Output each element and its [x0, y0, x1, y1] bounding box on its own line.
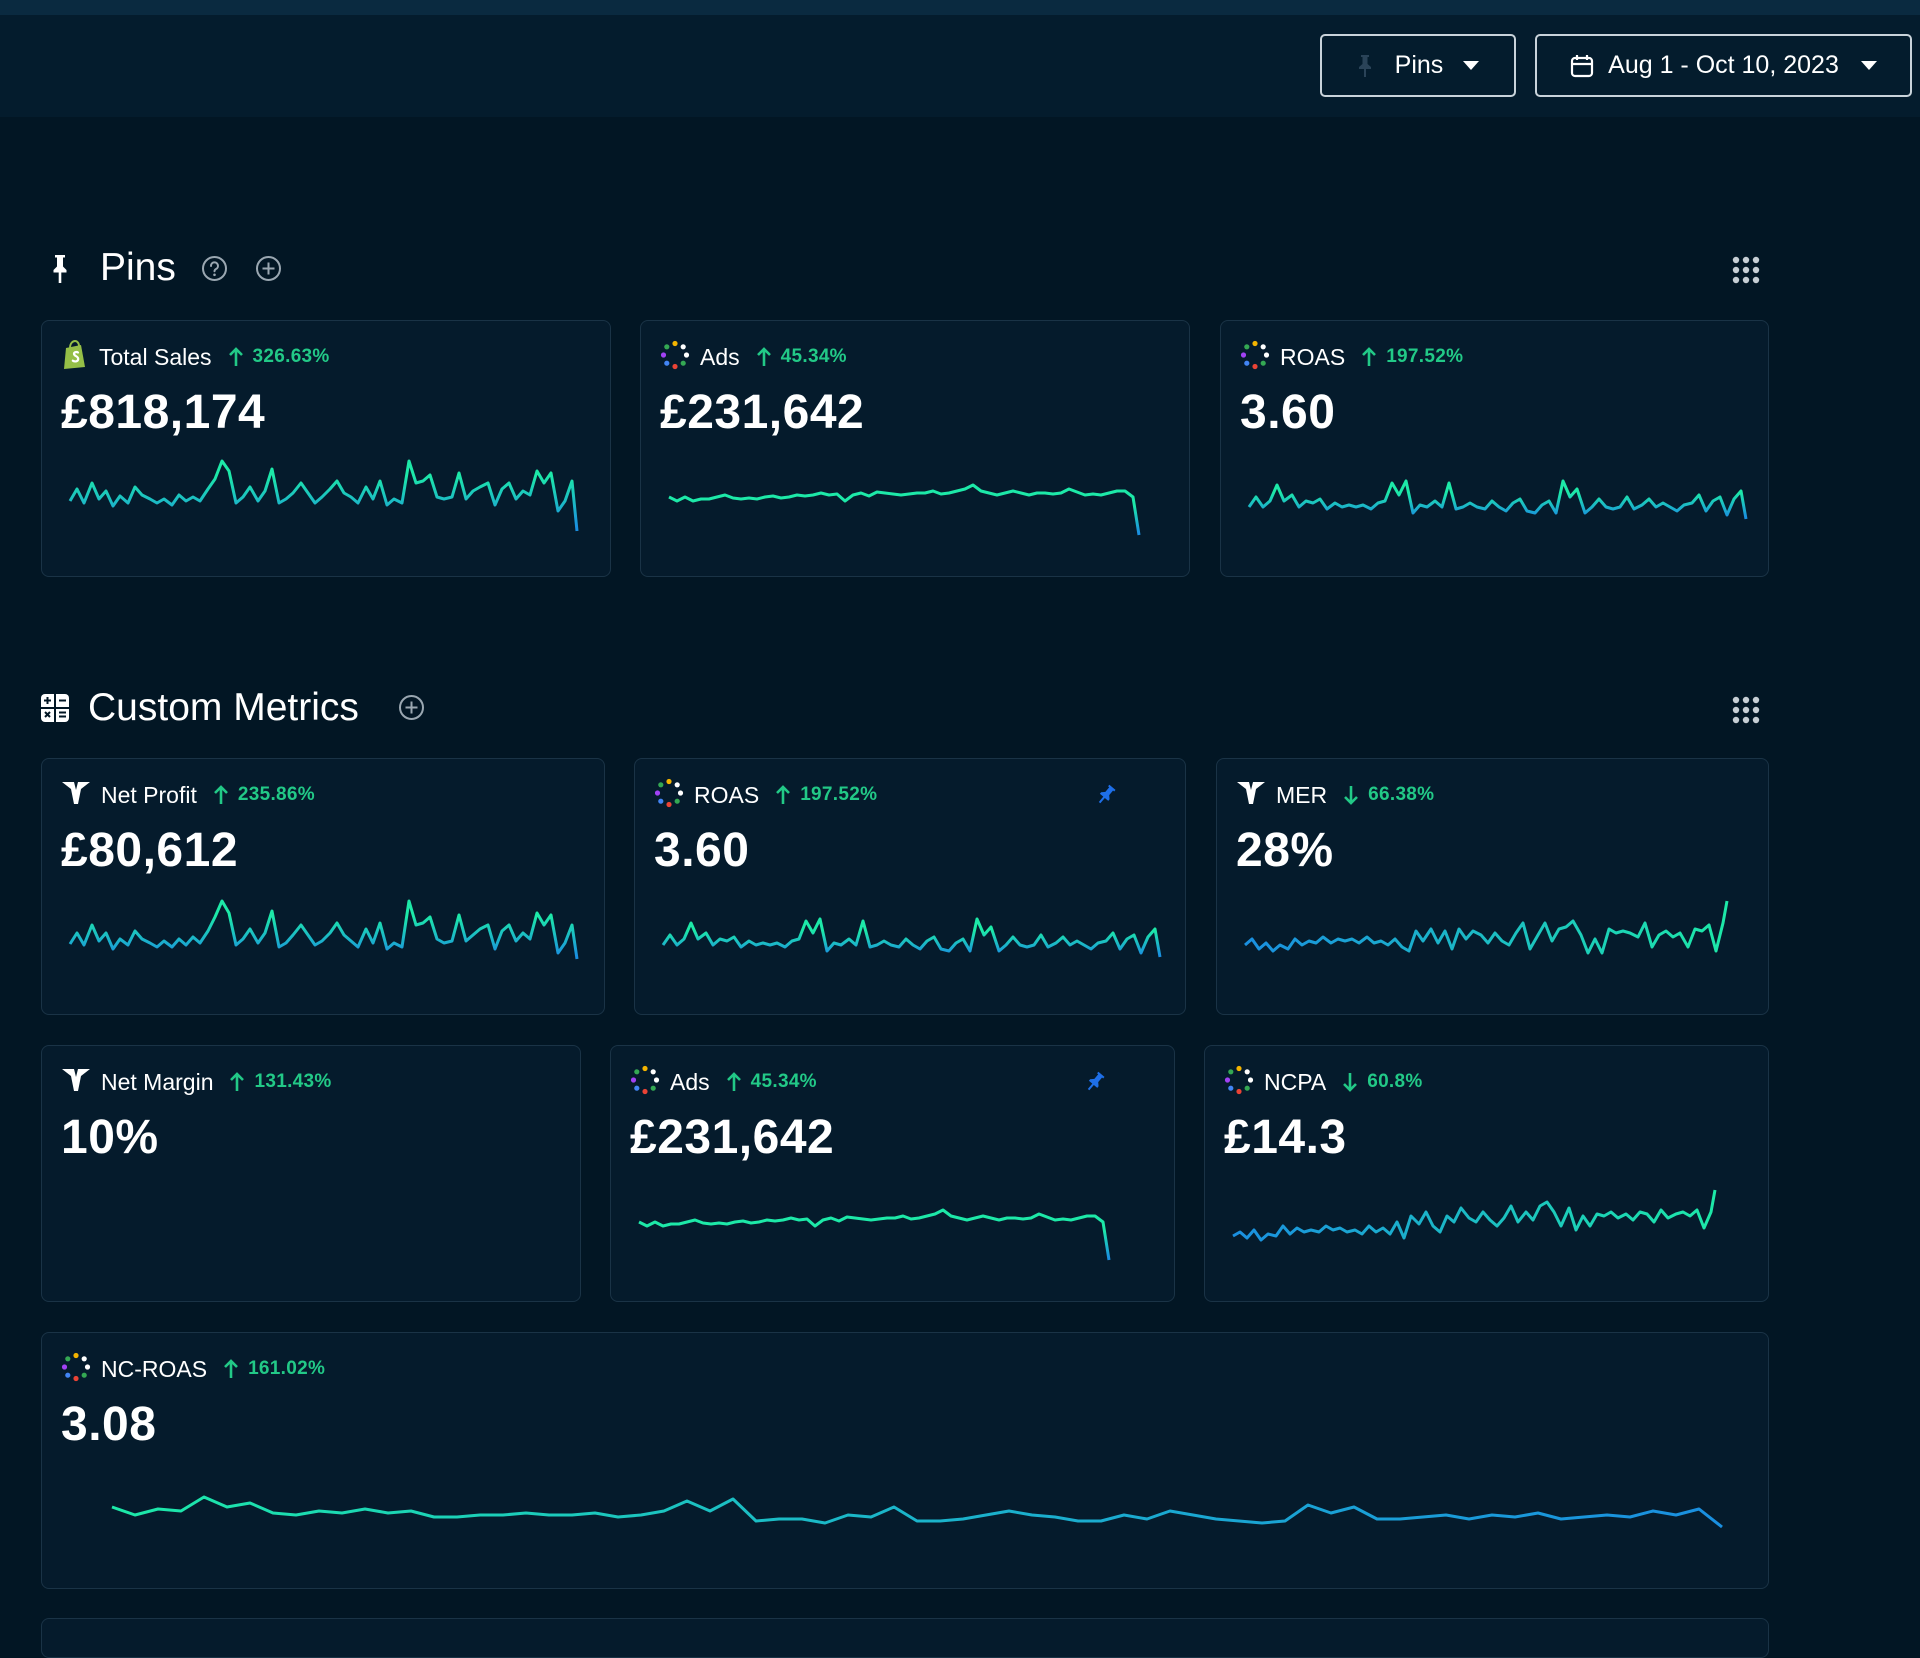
metric-name: Ads: [700, 343, 740, 370]
metric-value: £14.3: [1224, 1111, 1347, 1164]
arrow-up-icon: [213, 785, 228, 804]
brand-logo-icon: [61, 1067, 91, 1098]
date-range-button[interactable]: Aug 1 - Oct 10, 2023: [1535, 34, 1912, 97]
top-bar: [0, 15, 1920, 117]
sparkline-chart: [111, 1495, 1723, 1529]
metric-card-roas-custom[interactable]: ROAS 197.52% 3.60: [634, 758, 1186, 1015]
sparkline-chart: [1244, 900, 1729, 955]
metric-delta: 60.8%: [1342, 1071, 1422, 1093]
pins-section-icon: [52, 254, 68, 289]
metric-value: £231,642: [630, 1111, 835, 1164]
pins-dropdown-button[interactable]: Pins: [1320, 34, 1516, 97]
metric-value: 3.08: [61, 1398, 157, 1451]
metric-card-total-sales[interactable]: Total Sales 326.63% £818,174: [41, 320, 611, 577]
metric-delta: 235.86%: [213, 784, 315, 806]
ads-dots-icon: [630, 1065, 660, 1100]
custom-metrics-section-title: Custom Metrics: [88, 686, 359, 729]
calendar-icon: [1570, 54, 1594, 78]
metric-name: Ads: [670, 1068, 710, 1095]
metric-name: MER: [1276, 781, 1328, 808]
metric-delta: 45.34%: [756, 346, 847, 368]
metric-delta: 66.38%: [1343, 784, 1434, 806]
ads-dots-icon: [654, 778, 684, 813]
date-range-label: Aug 1 - Oct 10, 2023: [1608, 51, 1839, 79]
metric-value: 28%: [1236, 824, 1334, 877]
help-icon[interactable]: [201, 255, 228, 287]
pinned-icon[interactable]: [1094, 783, 1118, 812]
metric-delta: 326.63%: [228, 346, 330, 368]
sparkline-chart: [1232, 1189, 1717, 1242]
pin-icon: [1357, 54, 1373, 78]
metric-card-ads-custom[interactable]: Ads 45.34% £231,642: [610, 1045, 1175, 1302]
pins-button-label: Pins: [1394, 51, 1444, 79]
metric-value: £818,174: [61, 386, 266, 439]
metric-name: ROAS: [694, 781, 760, 808]
metric-delta: 131.43%: [229, 1071, 331, 1093]
metric-value: £231,642: [660, 386, 865, 439]
metric-name: Net Profit: [101, 781, 197, 808]
arrow-down-icon: [1343, 1073, 1358, 1092]
custom-metrics-grid-menu-icon[interactable]: [1731, 695, 1761, 730]
metric-name: Total Sales: [99, 343, 212, 370]
sparkline-chart: [668, 483, 1141, 536]
brand-logo-icon: [1236, 780, 1266, 811]
chevron-down-icon: [1463, 61, 1480, 70]
metric-card-ncpa[interactable]: NCPA 60.8% £14.3: [1204, 1045, 1769, 1302]
sparkline-chart: [661, 917, 1162, 958]
sparkline-chart: [68, 459, 579, 532]
metric-name: NCPA: [1264, 1068, 1327, 1095]
ads-dots-icon: [660, 340, 690, 375]
chevron-down-icon: [1860, 61, 1877, 70]
sparkline-chart: [1247, 479, 1748, 520]
metric-value: 3.60: [1240, 386, 1336, 439]
metric-delta: 161.02%: [223, 1358, 325, 1380]
arrow-down-icon: [1344, 786, 1359, 805]
top-strip: [0, 0, 1920, 15]
metric-delta: 197.52%: [1361, 346, 1463, 368]
metric-delta: 45.34%: [726, 1071, 817, 1093]
arrow-up-icon: [776, 785, 791, 804]
metric-card-ads[interactable]: Ads 45.34% £231,642: [640, 320, 1190, 577]
pinned-icon[interactable]: [1083, 1070, 1107, 1099]
metric-delta: 197.52%: [775, 784, 877, 806]
arrow-up-icon: [756, 347, 771, 366]
arrow-up-icon: [726, 1072, 741, 1091]
metric-value: 10%: [61, 1111, 159, 1164]
metric-name: ROAS: [1280, 343, 1346, 370]
add-pin-icon[interactable]: [255, 255, 282, 287]
metric-card-net-profit[interactable]: Net Profit 235.86% £80,612: [41, 758, 605, 1015]
sparkline-chart: [68, 899, 579, 960]
pins-section-title: Pins: [100, 246, 176, 289]
metric-card-net-margin[interactable]: Net Margin 131.43% 10%: [41, 1045, 581, 1302]
calculator-icon: [41, 694, 69, 727]
metric-value: 3.60: [654, 824, 750, 877]
metric-name: Net Margin: [101, 1068, 214, 1095]
sparkline-chart: [638, 1208, 1111, 1261]
ads-dots-icon: [1224, 1065, 1254, 1100]
metric-name: NC-ROAS: [101, 1355, 208, 1382]
arrow-up-icon: [1362, 347, 1377, 366]
ads-dots-icon: [61, 1352, 91, 1387]
metric-value: £80,612: [61, 824, 239, 877]
ads-dots-icon: [1240, 340, 1270, 375]
metric-card-partial: [41, 1618, 1769, 1658]
arrow-up-icon: [224, 1359, 238, 1378]
arrow-up-icon: [230, 1072, 245, 1091]
brand-logo-icon: [61, 780, 91, 811]
metric-card-mer[interactable]: MER 66.38% 28%: [1216, 758, 1769, 1015]
pins-grid-menu-icon[interactable]: [1731, 255, 1761, 290]
metric-card-roas[interactable]: ROAS 197.52% 3.60: [1220, 320, 1769, 577]
arrow-up-icon: [228, 347, 243, 366]
add-metric-icon[interactable]: [398, 694, 425, 726]
metric-card-nc-roas[interactable]: NC-ROAS 161.02% 3.08: [41, 1332, 1769, 1589]
shopify-icon: [61, 339, 89, 375]
